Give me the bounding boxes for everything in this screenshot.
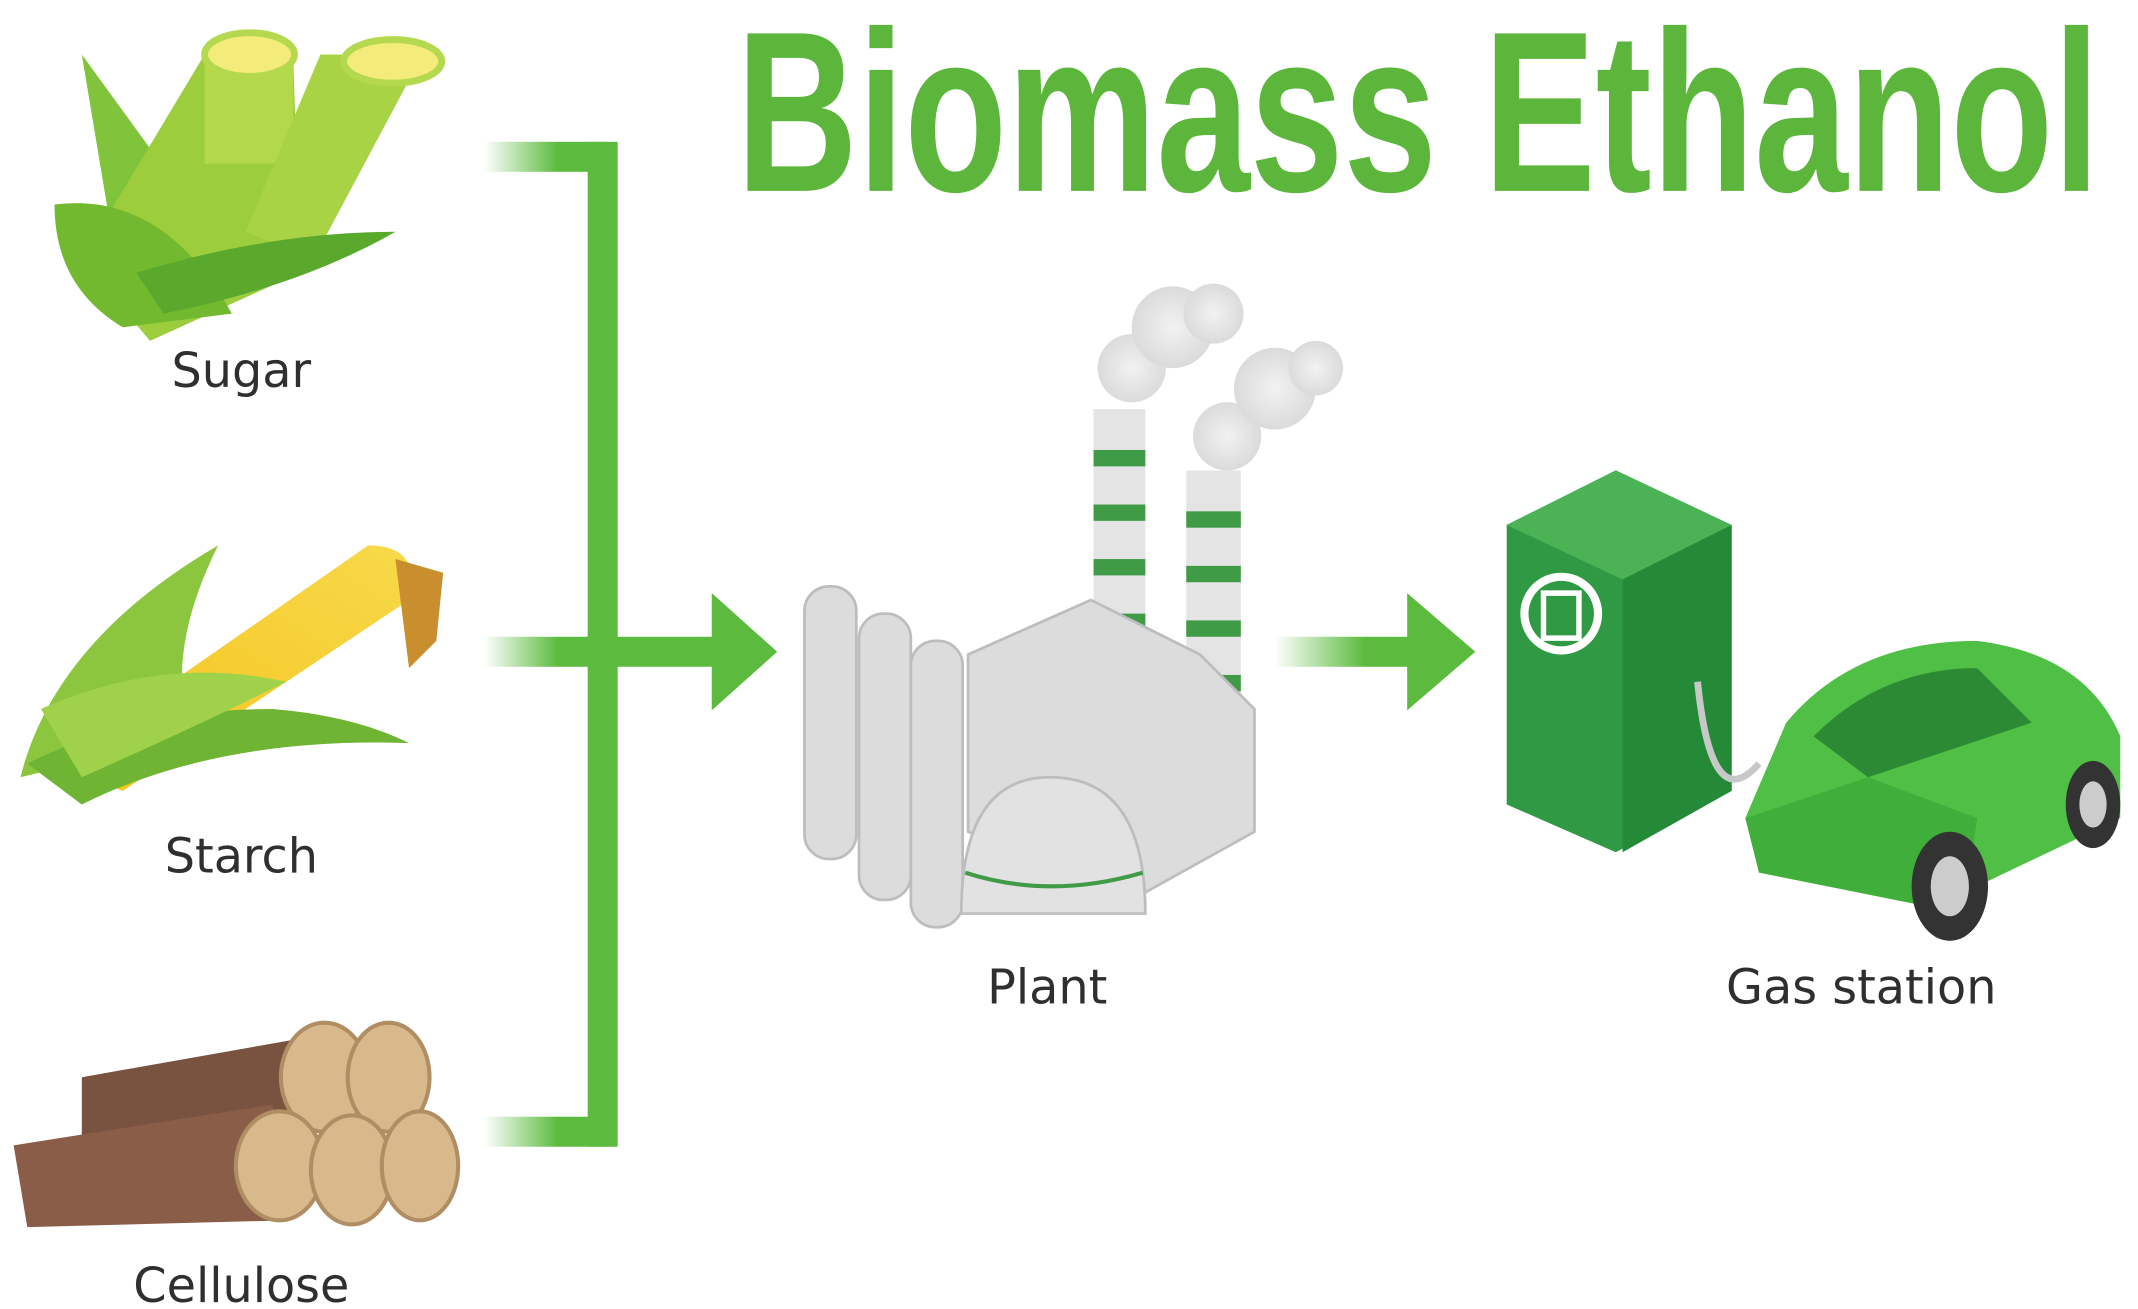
node-label: Cellulose xyxy=(133,1259,349,1309)
flow-arrows xyxy=(484,142,1475,1147)
plant-icon-part-part xyxy=(1094,450,1146,466)
node-label: Sugar xyxy=(171,344,311,399)
flow-arrows-part xyxy=(1275,637,1425,667)
gas-station-icon-part xyxy=(2079,781,2106,827)
sugar-icon xyxy=(55,33,442,341)
plant-icon-part-part xyxy=(1186,511,1241,527)
diagram: Biomass Ethanol Sugar Starch Cellulose xyxy=(0,0,2138,1309)
plant-icon-part-part xyxy=(859,614,911,900)
sugar-icon-part xyxy=(344,40,442,84)
plant-icon-part-part xyxy=(1289,341,1344,396)
page: Biomass Ethanol Sugar Starch Cellulose xyxy=(0,0,2138,1309)
gas-station-icon xyxy=(1507,470,2121,940)
plant-icon-part-part xyxy=(1186,620,1241,636)
sugar-icon-part xyxy=(205,33,295,77)
plant-icon-part-part xyxy=(1186,566,1241,582)
node-label: Gas station xyxy=(1726,961,1996,1016)
plant-icon-part-part xyxy=(911,641,963,927)
flow-arrows-part xyxy=(712,593,777,710)
flow-arrows-part xyxy=(1407,593,1475,710)
cellulose-icon-part xyxy=(382,1111,458,1220)
gas-station-icon-part xyxy=(1931,856,1969,916)
plant-icon xyxy=(804,284,1343,928)
node-label: Starch xyxy=(165,830,318,885)
plant-icon-part-part xyxy=(1094,505,1146,521)
node-label: Plant xyxy=(987,961,1107,1016)
starch-icon xyxy=(20,545,443,804)
cellulose-icon xyxy=(14,1023,459,1228)
plant-icon-part-part xyxy=(1184,284,1244,344)
plant-icon-part-part xyxy=(804,586,856,859)
title: Biomass Ethanol xyxy=(736,0,2100,240)
plant-icon-part-part xyxy=(1094,559,1146,575)
gas-station-icon-part xyxy=(1623,525,1732,852)
starch-icon-part xyxy=(395,559,443,668)
